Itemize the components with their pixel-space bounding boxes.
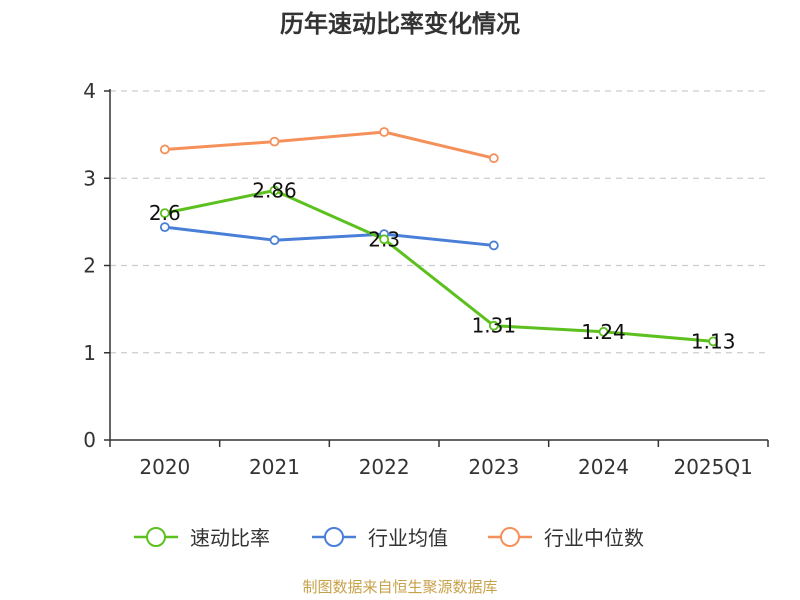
legend-item[interactable]: 行业均值 [312, 526, 448, 550]
source-note: 制图数据来自恒生聚源数据库 [302, 578, 497, 596]
data-point [488, 240, 499, 251]
data-point [379, 127, 390, 137]
data-point [159, 144, 170, 155]
x-tick-label: 2020 [139, 455, 190, 479]
data-label: 2.6 [149, 201, 181, 225]
legend-label: 速动比率 [190, 526, 270, 550]
x-tick-label: 2021 [249, 455, 300, 479]
data-label: 1.24 [581, 320, 626, 344]
data-point [159, 222, 170, 233]
data-label: 2.3 [368, 227, 400, 251]
x-tick-label: 2024 [578, 455, 629, 479]
data-point [488, 320, 499, 331]
data-point [269, 185, 280, 196]
data-label: 1.31 [472, 314, 517, 338]
data-point [159, 208, 170, 219]
data-point [488, 153, 499, 164]
y-tick-label: 3 [83, 166, 96, 190]
data-labels: 2.6 2.86 2.3 1.31 1.24 1.13 [149, 178, 736, 353]
y-tick-label: 0 [83, 428, 96, 452]
x-tick-label: 2023 [468, 455, 519, 479]
legend-marker [324, 527, 344, 547]
series-line [164, 188, 714, 343]
series-layer [159, 127, 719, 347]
data-point [269, 235, 280, 246]
gridlines [110, 90, 768, 354]
data-label: 2.86 [252, 178, 297, 202]
data-point [379, 234, 390, 245]
legend-item[interactable]: 速动比率 [134, 526, 270, 550]
legend-label: 行业中位数 [544, 526, 644, 550]
data-point [598, 326, 609, 337]
x-tick-label: 2022 [359, 455, 410, 479]
chart-title: 历年速动比率变化情况 [280, 10, 520, 38]
series-line [164, 225, 494, 247]
legend-marker [146, 527, 166, 547]
legend-item[interactable]: 行业中位数 [488, 526, 644, 550]
data-label: 1.13 [691, 329, 736, 353]
data-point [708, 336, 719, 347]
y-tick-label: 1 [83, 341, 96, 365]
y-tick-label: 2 [83, 254, 96, 278]
data-point [269, 136, 280, 147]
axes: 0 1 2 3 4 2020 2021 2022 2023 2024 2025Q1 [83, 79, 769, 479]
legend-label: 行业均值 [368, 526, 448, 550]
x-tick-label: 2025Q1 [673, 455, 752, 479]
y-tick-label: 4 [83, 79, 96, 103]
legend-marker [500, 527, 520, 547]
series-line [164, 130, 495, 160]
legend: 速动比率 行业均值 行业中位数 [134, 526, 644, 550]
